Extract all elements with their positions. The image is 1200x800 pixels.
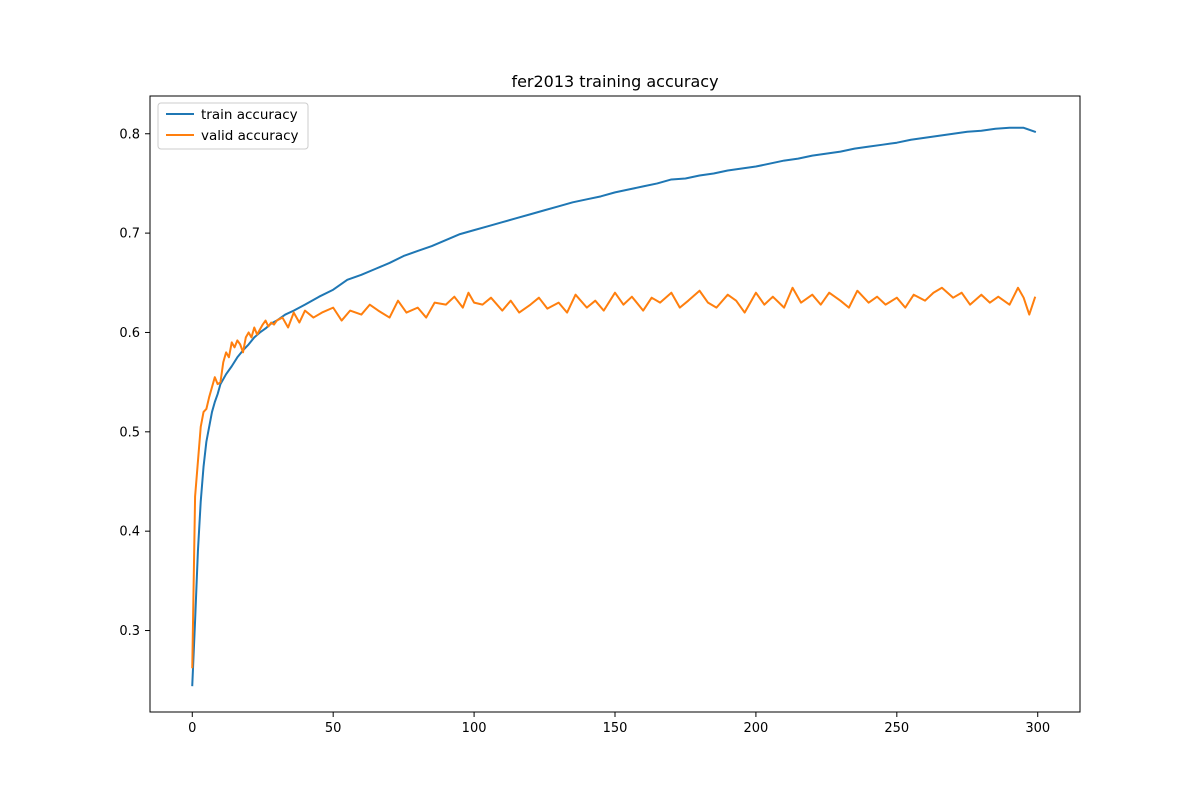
plot-area xyxy=(191,126,1037,687)
x-tick-label: 200 xyxy=(743,721,768,736)
y-tick-label: 0.8 xyxy=(119,127,140,142)
legend-label-valid-accuracy: valid accuracy xyxy=(201,128,299,144)
y-tick-label: 0.4 xyxy=(119,525,140,540)
x-tick-label: 250 xyxy=(884,721,909,736)
series-line-valid-accuracy xyxy=(191,286,1037,669)
x-tick-label: 150 xyxy=(603,721,628,736)
x-tick-label: 300 xyxy=(1025,721,1050,736)
y-tick-label: 0.5 xyxy=(119,425,140,440)
legend-box xyxy=(157,102,309,150)
y-tick-label: 0.6 xyxy=(119,326,140,341)
y-tick-label: 0.7 xyxy=(119,227,140,242)
y-tick-label: 0.3 xyxy=(119,624,140,639)
legend: train accuracy valid accuracy xyxy=(157,102,309,150)
chart-title: fer2013 training accuracy xyxy=(511,72,718,91)
x-tick-label: 100 xyxy=(462,721,487,736)
x-tick-label: 50 xyxy=(325,721,342,736)
axes: 0 50 100 150 200 250 300 0.3 0.4 0.5 0.6 0.7 0.8 xyxy=(119,95,1081,736)
x-tick-label: 0 xyxy=(188,721,196,736)
series-line-train-accuracy xyxy=(191,126,1037,687)
legend-label-train-accuracy: train accuracy xyxy=(201,107,298,123)
